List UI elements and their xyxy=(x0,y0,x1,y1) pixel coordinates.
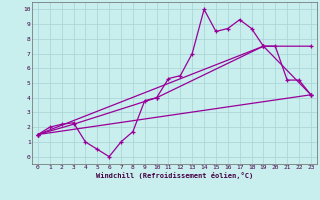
X-axis label: Windchill (Refroidissement éolien,°C): Windchill (Refroidissement éolien,°C) xyxy=(96,172,253,179)
